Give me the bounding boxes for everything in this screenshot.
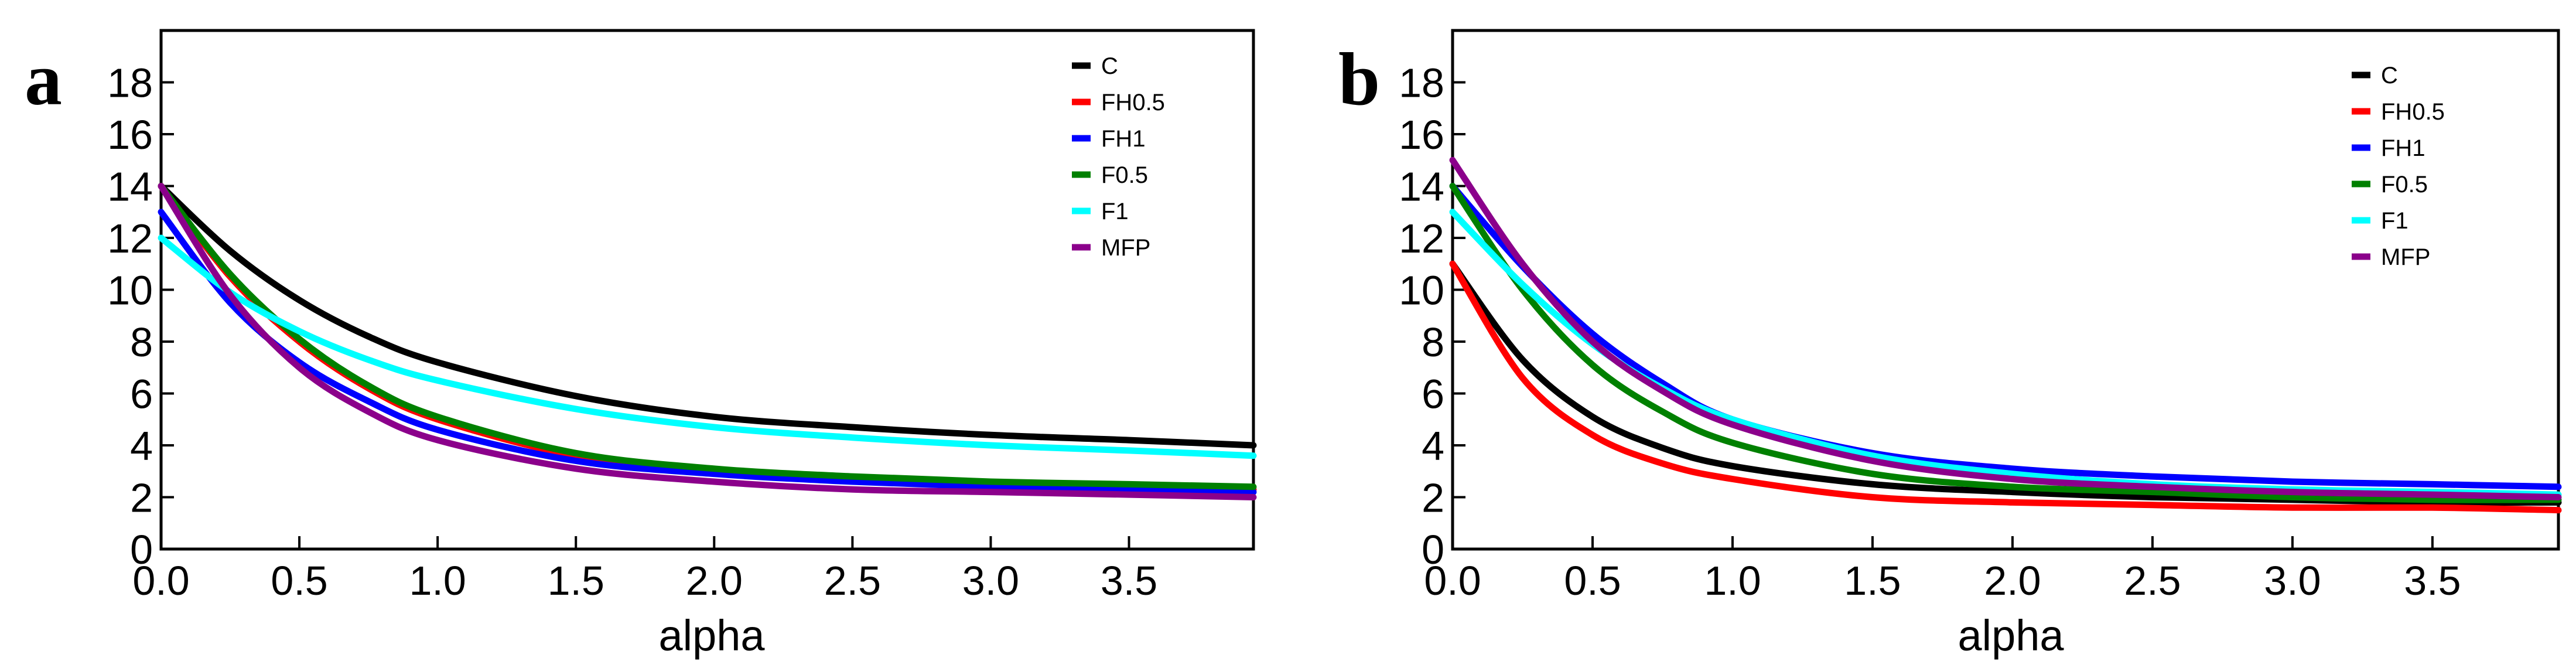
panel-b: b 0 2 4 6 8 10 12 14 16 18 0.0 0.5 1.0 1.5 2.0 2.5 3.0 3… xyxy=(1338,29,2562,660)
x-tick-label: 1.5 xyxy=(1844,558,1901,604)
legend-label: F1 xyxy=(1101,199,1129,224)
legend-label: MFP xyxy=(2381,244,2430,270)
y-tick-label: 14 xyxy=(1399,164,1444,210)
y-ticks-b: 0 2 4 6 8 10 12 14 16 18 xyxy=(1399,60,1465,572)
x-tick-label: 2.0 xyxy=(1984,558,2041,604)
y-tick-label: 0 xyxy=(130,527,153,572)
y-tick-label: 10 xyxy=(1399,268,1444,313)
legend-b: C FH0.5 FH1 F0.5 F1 MFP xyxy=(2352,63,2445,270)
series-line-fh0-5 xyxy=(158,183,1257,493)
legend-label: C xyxy=(2381,63,2398,88)
x-tick-label: 2.5 xyxy=(2124,558,2181,604)
series-line-fh0-5 xyxy=(1449,260,2562,514)
legend-label: C xyxy=(1101,53,1118,79)
x-tick-label: 0.0 xyxy=(1424,558,1481,604)
series-line-f0-5 xyxy=(158,183,1257,490)
series-line-fh1 xyxy=(1449,183,2562,490)
x-ticks-b: 0.0 0.5 1.0 1.5 2.0 2.5 3.0 3.5 xyxy=(1424,536,2461,604)
legend-label: F0.5 xyxy=(2381,172,2428,197)
y-tick-label: 18 xyxy=(1399,60,1444,106)
y-tick-label: 16 xyxy=(1399,112,1444,158)
y-tick-label: 6 xyxy=(130,372,153,417)
legend-label: MFP xyxy=(1101,235,1150,261)
y-tick-label: 0 xyxy=(1422,527,1444,572)
x-tick-label: 3.5 xyxy=(1101,558,1157,604)
panel-a: a 0 2 4 6 8 10 12 14 16 18 0.0 0.5 1.0 1.5 2.0 2.5 3.0 3… xyxy=(25,29,1257,660)
y-tick-label: 8 xyxy=(1422,319,1444,365)
series-lines-a xyxy=(158,183,1257,500)
y-tick-label: 12 xyxy=(1399,216,1444,261)
legend-label: FH1 xyxy=(1101,126,1146,152)
y-tick-label: 4 xyxy=(130,423,153,469)
legend-label: FH0.5 xyxy=(2381,99,2445,125)
y-tick-label: 4 xyxy=(1422,423,1444,469)
x-tick-label: 3.0 xyxy=(2264,558,2321,604)
y-tick-label: 18 xyxy=(107,60,153,106)
x-axis-label-b: alpha xyxy=(1957,611,2064,660)
y-tick-label: 8 xyxy=(130,319,153,365)
y-tick-label: 6 xyxy=(1422,372,1444,417)
x-tick-label: 0.5 xyxy=(271,558,327,604)
y-tick-label: 14 xyxy=(107,164,153,210)
legend-a: C FH0.5 FH1 F0.5 F1 MFP xyxy=(1072,53,1165,261)
x-tick-label: 3.5 xyxy=(2404,558,2461,604)
legend-label: F0.5 xyxy=(1101,162,1148,188)
x-tick-label: 0.5 xyxy=(1564,558,1621,604)
y-tick-label: 12 xyxy=(107,216,153,261)
x-tick-label: 1.0 xyxy=(409,558,466,604)
legend-label: FH0.5 xyxy=(1101,90,1165,115)
x-tick-label: 1.0 xyxy=(1704,558,1761,604)
y-ticks-a: 0 2 4 6 8 10 12 14 16 18 xyxy=(107,60,174,572)
x-ticks-a: 0.0 0.5 1.0 1.5 2.0 2.5 3.0 3.5 xyxy=(132,536,1157,604)
legend-label: FH1 xyxy=(2381,135,2425,161)
x-tick-label: 1.5 xyxy=(548,558,604,604)
x-tick-label: 2.5 xyxy=(824,558,881,604)
series-line-mfp xyxy=(158,183,1257,500)
x-tick-label: 3.0 xyxy=(962,558,1019,604)
y-tick-label: 10 xyxy=(107,268,153,313)
y-tick-label: 2 xyxy=(130,475,153,521)
x-tick-label: 2.0 xyxy=(686,558,743,604)
y-tick-label: 16 xyxy=(107,112,153,158)
x-axis-label-a: alpha xyxy=(658,611,765,660)
y-tick-label: 2 xyxy=(1422,475,1444,521)
panel-letter-b: b xyxy=(1338,38,1380,121)
series-line-mfp xyxy=(1449,156,2562,500)
series-line-f1 xyxy=(158,234,1257,459)
legend-label: F1 xyxy=(2381,208,2408,234)
series-line-f0-5 xyxy=(1449,183,2562,503)
x-tick-label: 0.0 xyxy=(132,558,189,604)
series-line-c xyxy=(158,183,1257,449)
series-lines-b xyxy=(1449,156,2562,514)
panel-letter-a: a xyxy=(25,38,62,121)
